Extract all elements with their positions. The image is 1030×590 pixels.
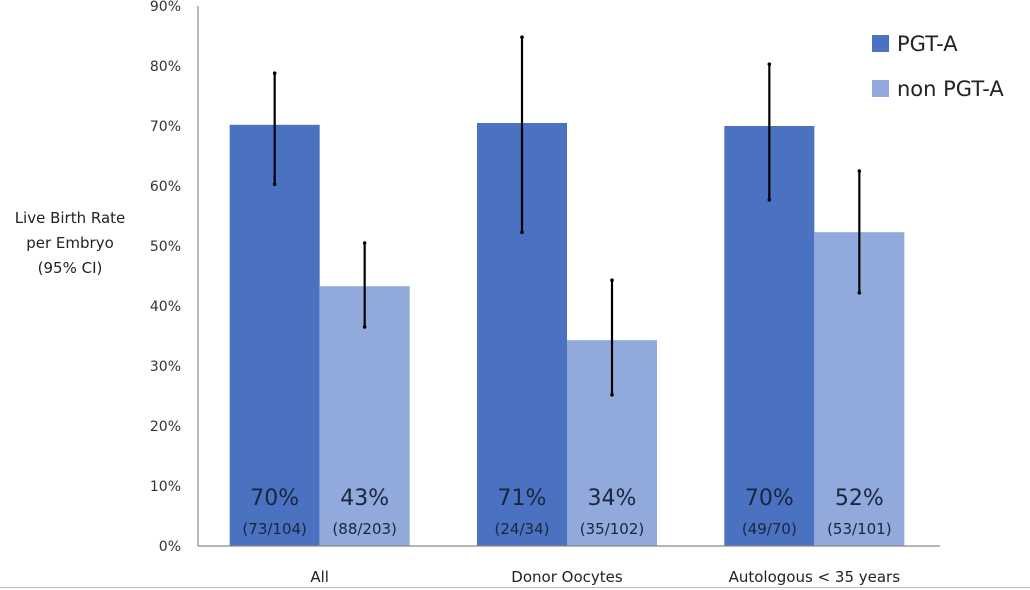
legend-label: PGT-A: [897, 32, 958, 56]
y-tick-label: 40%: [150, 299, 181, 315]
error-bar-cap: [610, 278, 614, 283]
y-axis-label-line: per Embryo: [26, 234, 114, 252]
y-tick-label: 90%: [150, 0, 181, 15]
data-count-label: (24/34): [495, 520, 550, 538]
error-bar-cap: [520, 35, 524, 39]
error-bar-cap: [767, 62, 772, 66]
error-bar-cap: [272, 182, 277, 186]
bar: [229, 124, 320, 547]
y-axis-label-line: Live Birth Rate: [14, 209, 126, 227]
x-tick-label: Autologous < 35 years: [729, 568, 901, 586]
y-tick-label: 30%: [150, 359, 181, 375]
data-label: 70%: [745, 486, 794, 511]
y-axis-label-line: (95% CI): [37, 259, 103, 277]
bar: [319, 286, 410, 546]
y-tick-label: 60%: [150, 179, 181, 195]
data-count-label: (88/203): [332, 520, 396, 538]
data-label: 43%: [340, 486, 389, 511]
data-label: 34%: [588, 486, 637, 511]
x-tick-label: All: [310, 568, 329, 586]
data-count-label: (35/102): [580, 520, 644, 538]
data-label: 52%: [835, 486, 884, 511]
y-tick-label: 70%: [150, 119, 181, 135]
y-tick-label: 20%: [150, 419, 181, 435]
error-bar-cap: [767, 198, 772, 202]
error-bar-cap: [362, 241, 367, 245]
error-bar-cap: [857, 291, 862, 295]
legend-swatch: [872, 80, 889, 97]
error-bar-cap: [272, 71, 277, 75]
error-bar-cap: [610, 393, 614, 397]
data-count-label: (73/104): [242, 520, 306, 538]
data-label: 71%: [498, 486, 547, 511]
y-tick-label: 10%: [150, 479, 181, 495]
y-tick-label: 50%: [150, 239, 181, 255]
error-bar-cap: [520, 230, 524, 234]
data-count-label: (53/101): [827, 520, 891, 538]
legend-swatch: [872, 35, 889, 52]
data-count-label: (49/70): [742, 520, 797, 538]
y-tick-label: 0%: [159, 539, 181, 555]
error-bar-cap: [857, 169, 862, 173]
data-label: 70%: [250, 486, 299, 511]
x-tick-label: Donor Oocytes: [511, 568, 623, 586]
divider: [0, 587, 1030, 588]
legend-label: non PGT-A: [897, 77, 1004, 101]
y-tick-label: 80%: [150, 59, 181, 75]
y-axis-label: Live Birth Rate per Embryo (95% CI): [0, 206, 140, 281]
error-bar-cap: [362, 325, 367, 329]
